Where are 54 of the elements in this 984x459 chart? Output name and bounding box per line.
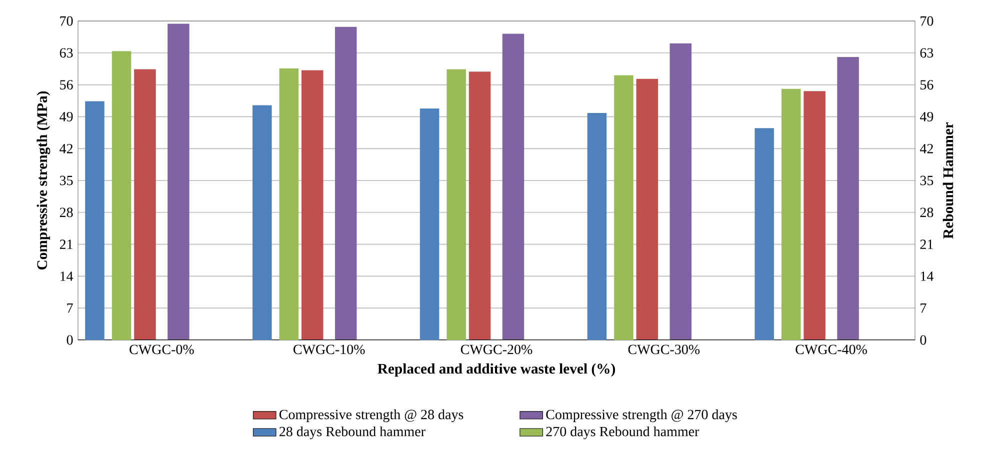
bar [112, 51, 132, 340]
x-axis-title: Replaced and additive waste level (%) [378, 363, 616, 377]
y2-tick-label: 7 [920, 304, 926, 313]
x-tick-label: CWGC-40% [796, 344, 867, 354]
bar [468, 72, 491, 340]
y-tick-label: 42 [60, 144, 73, 154]
bar [636, 78, 658, 340]
y-tick-label: 0 [66, 335, 73, 345]
legend-label: 270 days Rebound hammer [546, 426, 700, 440]
y2-tick-label: 35 [920, 176, 934, 186]
y2-tick-label: 49 [920, 112, 934, 122]
bar [134, 69, 156, 340]
y-tick-label: 63 [60, 48, 73, 58]
legend-label: Compressive strength @ 28 days [279, 409, 464, 422]
bar [614, 75, 634, 340]
y2-tick-label: 21 [920, 240, 933, 249]
bar [446, 69, 466, 340]
y-tick-label: 14 [60, 272, 74, 281]
bar [334, 26, 357, 340]
x-tick-label: CWGC-10% [294, 344, 365, 354]
y2-tick-label: 14 [920, 272, 934, 281]
y2-tick-label: 42 [920, 144, 933, 154]
bar [837, 56, 859, 340]
y2-tick-label: 63 [920, 48, 934, 58]
bar [85, 101, 104, 340]
bar [252, 105, 272, 340]
bar [279, 68, 299, 340]
x-tick-label: CWGC-30% [628, 344, 700, 354]
y-tick-label: 56 [60, 80, 73, 90]
y2-tick-label: 70 [920, 16, 934, 26]
y2-axis-title: Rebound Hammer [942, 122, 954, 239]
bar [670, 43, 692, 340]
bar [587, 113, 607, 340]
y-axis-title: Compressive strength (MPa) [36, 91, 50, 270]
legend-label: 28 days Rebound hammer [280, 426, 426, 440]
y-tick-label: 28 [60, 208, 73, 218]
legend-label: Compressive strength @ 270 days [546, 409, 737, 422]
x-tick-label: CWGC-0% [130, 344, 194, 354]
y2-tick-label: 0 [920, 335, 926, 345]
bar [301, 70, 324, 340]
y-tick-label: 70 [60, 16, 73, 26]
y-tick-label: 7 [67, 304, 73, 313]
bar [420, 108, 440, 340]
bar [168, 24, 190, 340]
y-tick-label: 21 [60, 240, 72, 249]
x-tick-label: CWGC-20% [460, 344, 532, 354]
bar [782, 88, 801, 340]
y2-tick-label: 56 [920, 80, 934, 90]
y-tick-label: 35 [60, 176, 73, 186]
bar [754, 128, 774, 340]
y2-tick-label: 28 [920, 208, 934, 218]
bar [502, 34, 524, 340]
y-tick-label: 49 [60, 112, 73, 122]
bar [804, 91, 826, 340]
